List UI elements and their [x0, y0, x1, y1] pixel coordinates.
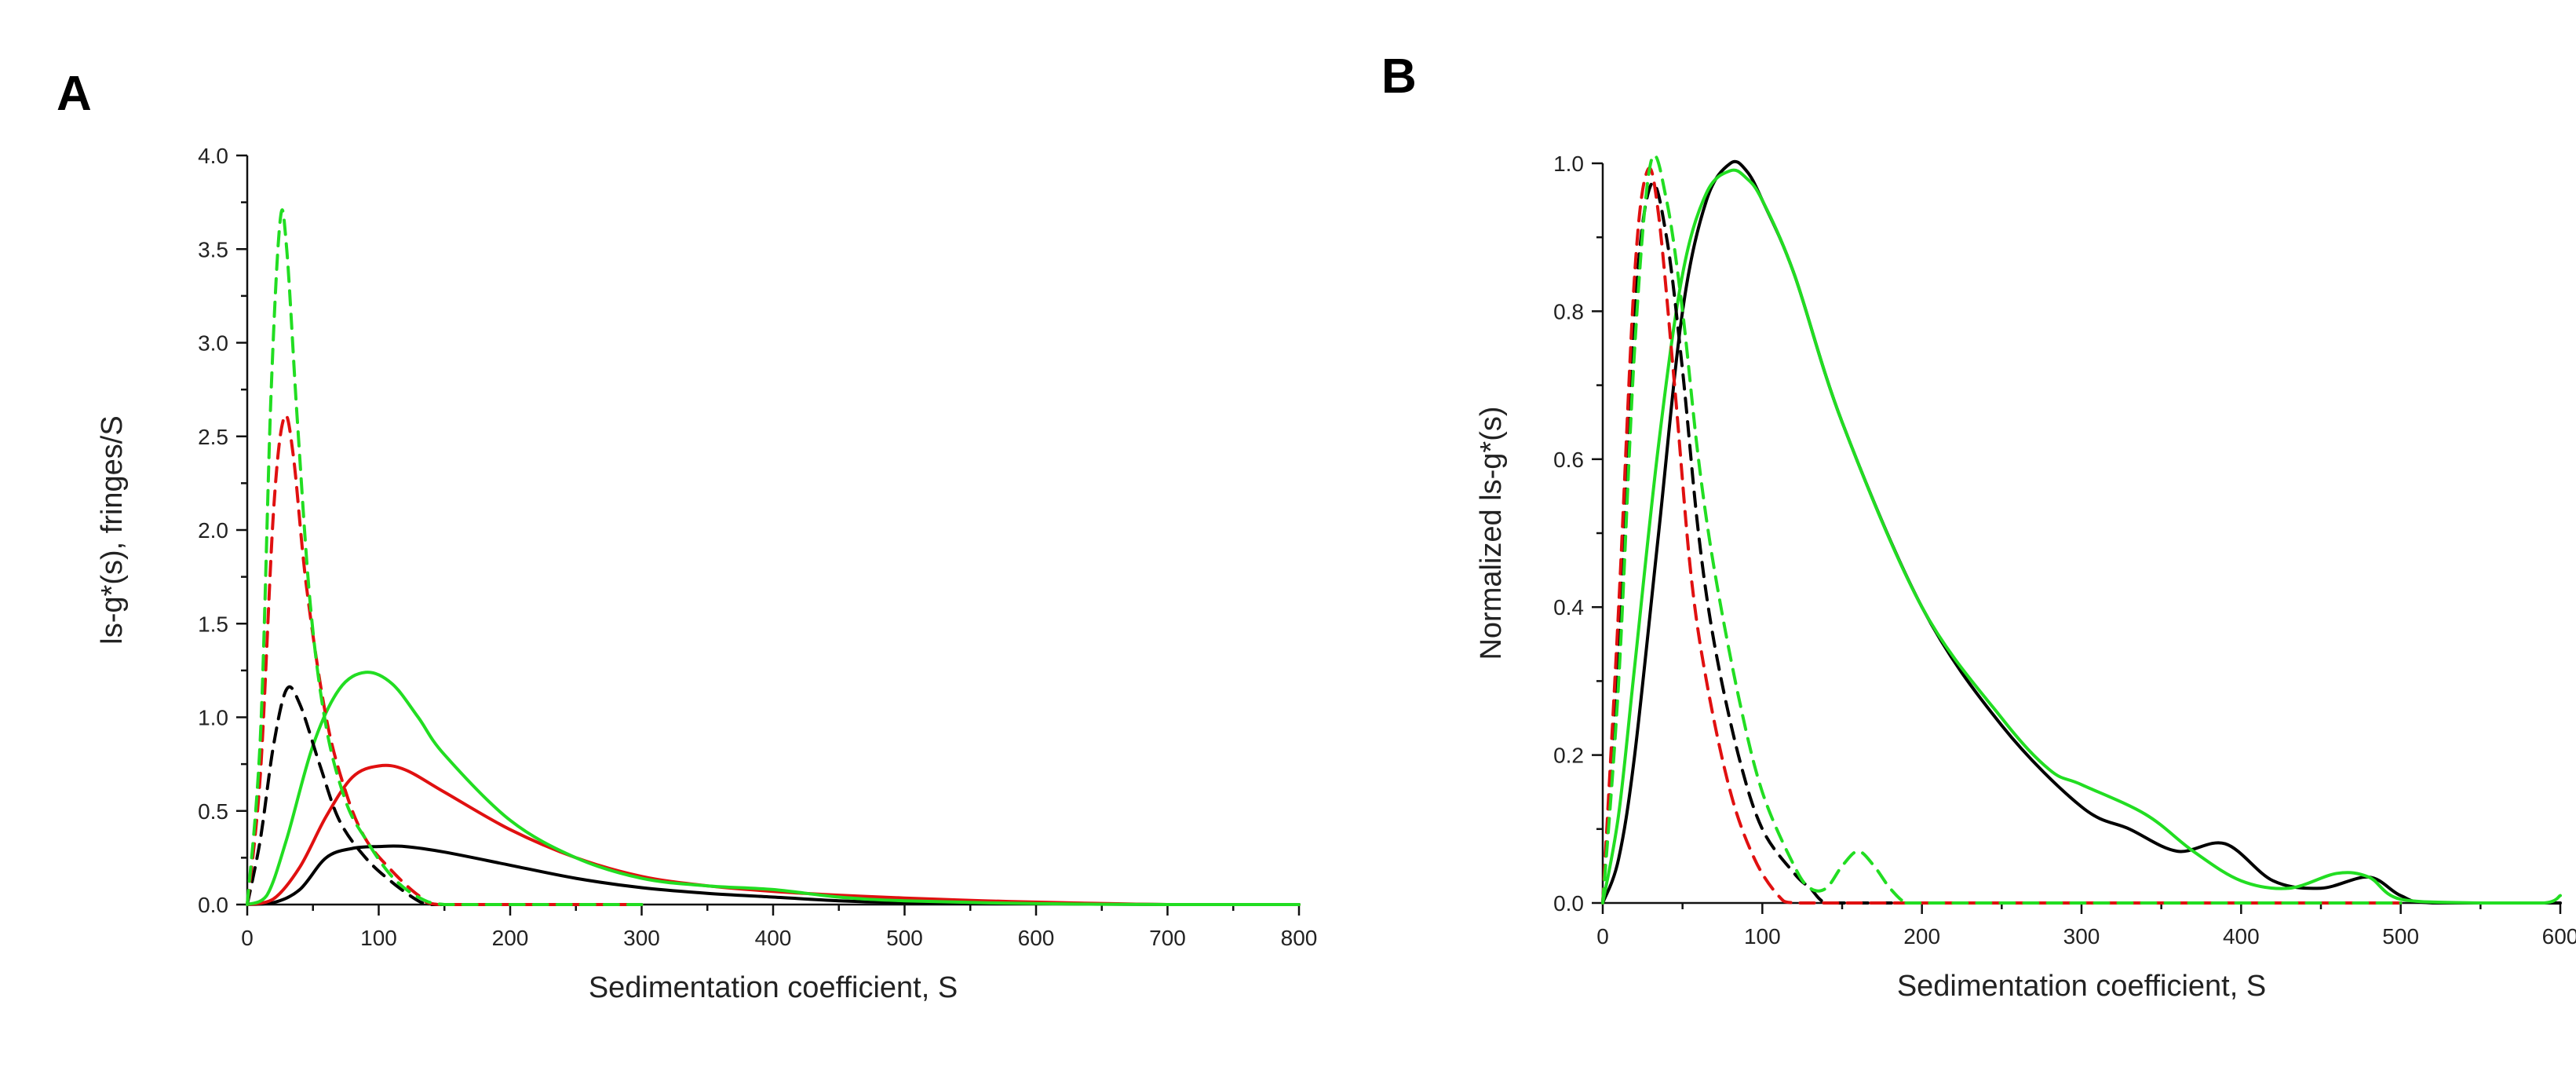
y-tick-label: 4.0	[198, 144, 228, 168]
panel-a-letter: A	[57, 67, 92, 121]
series-line-green-dashed	[1601, 153, 2403, 905]
x-tick-label: 100	[360, 926, 397, 950]
x-tick-label: 100	[1744, 924, 1781, 949]
x-axis-title: Sedimentation coefficient, S	[1897, 970, 2266, 1003]
x-tick-label: 500	[886, 926, 923, 950]
y-axis-title: Normalized ls-g*(s)	[1475, 406, 1508, 660]
y-tick-label: 3.0	[198, 331, 228, 356]
x-tick-label: 800	[1281, 926, 1318, 950]
y-tick-label: 2.0	[198, 518, 228, 543]
y-tick-label: 0.0	[1553, 891, 1584, 916]
panel-b-letter: B	[1381, 49, 1417, 104]
x-tick-label: 600	[2542, 924, 2576, 949]
y-tick-label: 0.6	[1553, 448, 1584, 472]
y-tick-label: 0.5	[198, 799, 228, 824]
series-line-green-solid	[1601, 168, 2562, 905]
chart-b: 0 100 200 300 400 500 600 0.0 0.2 0.4 0.6 0.8 1.0 Sed…	[1475, 152, 2576, 1003]
y-tick-label: 3.5	[198, 237, 228, 261]
x-axis-title: Sedimentation coefficient, S	[589, 971, 958, 1004]
x-tick-label: 400	[755, 926, 792, 950]
series-line-green-solid	[246, 671, 1301, 907]
x-tick-label: 200	[492, 926, 529, 950]
x-tick-label: 0	[241, 926, 254, 950]
series-line-red-dashed	[246, 413, 644, 907]
y-tick-label: 0.4	[1553, 595, 1584, 620]
x-tick-label: 500	[2382, 924, 2419, 949]
series-line-red-dashed	[1601, 166, 2403, 905]
series-line-red-solid	[246, 763, 1301, 907]
y-tick-label: 2.5	[198, 425, 228, 449]
y-tick-label: 1.0	[1553, 152, 1584, 176]
x-tick-label: 300	[623, 926, 660, 950]
y-axis-title: ls-g*(s), fringes/S	[96, 415, 129, 644]
y-tick-label: 1.0	[198, 706, 228, 730]
x-tick-label: 0	[1596, 924, 1609, 949]
chart-a: 0 100 200 300 400 500 600 700 800 0.0 0.5 1.0 1.5 2.0…	[96, 144, 1317, 1004]
series-line-black-dashed	[1601, 181, 2403, 905]
y-tick-label: 0.2	[1553, 744, 1584, 768]
x-tick-label: 400	[2223, 924, 2260, 949]
x-tick-label: 200	[1903, 924, 1940, 949]
x-tick-label: 600	[1018, 926, 1055, 950]
y-tick-label: 0.8	[1553, 299, 1584, 324]
x-tick-label: 300	[2063, 924, 2100, 949]
series-line-black-solid	[1601, 159, 2562, 905]
series-line-black-solid	[246, 844, 1301, 907]
y-tick-label: 1.5	[198, 612, 228, 636]
series-line-green-dashed	[246, 208, 644, 907]
x-tick-label: 700	[1149, 926, 1186, 950]
y-tick-label: 0.0	[198, 893, 228, 917]
series-line-black-dashed	[246, 685, 644, 907]
